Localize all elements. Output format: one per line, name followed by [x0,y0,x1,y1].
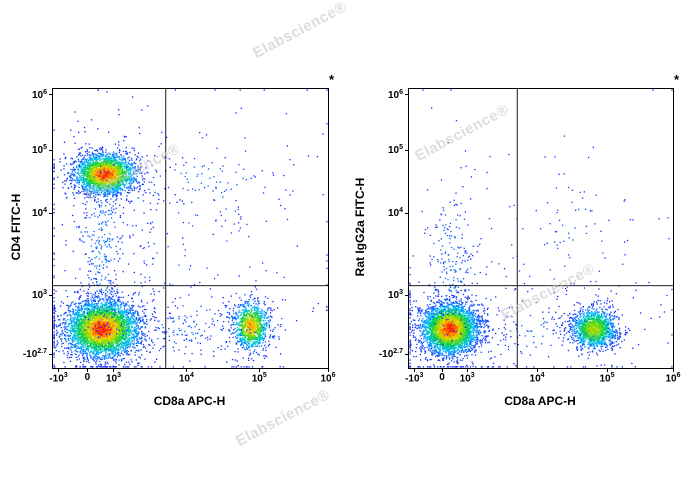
y-tick-label: -102.7 [22,347,47,361]
x-axis-label: CD8a APC-H [153,394,226,408]
y-tick-mark [405,149,409,151]
x-tick-label: 0 [84,372,91,383]
x-tick-label: -103 [49,372,68,385]
y-tick-label: 105 [31,144,47,157]
y-axis-label: Rat IgG2a FITC-H [353,177,367,277]
x-tick-label: 104 [529,372,545,385]
x-tick-mark [606,368,608,372]
x-tick-label: 103 [459,372,475,385]
y-tick-mark [49,149,53,151]
y-tick-label: 103 [387,289,403,302]
y-tick-mark [49,294,53,296]
x-tick-mark [672,368,674,372]
x-tick-label: 106 [665,372,681,385]
y-tick-label: 106 [387,88,403,101]
y-tick-mark [405,353,409,355]
x-tick-mark [58,368,59,372]
plot-area: -103 0 103 104 105 106 -102.7 103 104 105 106 [23,88,336,384]
x-tick-mark [86,368,88,372]
x-tick-label: 105 [251,372,267,385]
y-tick-mark [405,94,409,96]
y-tick-mark [405,212,409,214]
x-tick-mark [536,368,538,372]
x-tick-label: 104 [178,372,194,385]
corner-annotation: * [329,72,335,87]
y-tick-label: 106 [31,88,47,101]
dot-plot-canvas [53,89,328,368]
y-tick-mark [49,94,53,96]
y-tick-label: 104 [31,206,47,220]
x-tick-mark [413,368,415,372]
y-tick-mark [49,212,53,214]
y-tick-label: 104 [387,206,403,220]
plot-area: -103 0 103 104 105 106 -102.7 103 104 105 106 [379,88,681,384]
x-tick-mark [327,368,329,372]
x-tick-label: 105 [599,372,615,385]
x-tick-mark [258,368,260,372]
y-tick-label: 103 [31,289,47,302]
x-tick-mark [466,368,468,372]
y-tick-label: 105 [387,144,403,157]
x-tick-label: -103 [405,372,424,385]
dot-plot-canvas [409,89,673,368]
x-tick-label: 103 [105,372,122,385]
y-tick-mark [49,353,53,355]
x-tick-mark [441,368,443,372]
x-tick-label: 106 [320,372,336,385]
y-tick-mark [405,294,409,296]
corner-annotation: * [674,72,680,87]
x-tick-label: 0 [439,372,445,383]
x-axis-label: CD8a APC-H [504,394,576,408]
x-tick-mark [113,368,114,372]
x-tick-mark [185,368,187,372]
y-tick-label: -102.7 [378,347,403,361]
